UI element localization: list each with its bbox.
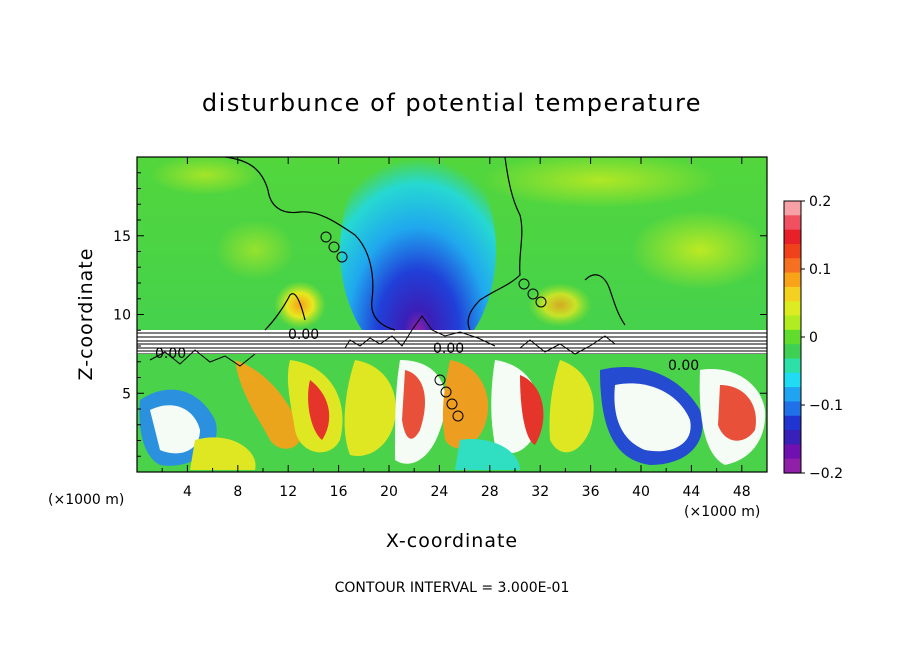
colorbar-tick-label: 0.2 <box>809 194 831 210</box>
colorbar-swatch <box>784 444 801 460</box>
x-tick-label: 32 <box>531 484 549 500</box>
colorbar-swatch <box>784 387 801 403</box>
x-unit-label: (×1000 m) <box>684 504 760 520</box>
contour-label: 0.00 <box>433 341 464 357</box>
colorbar-swatch <box>784 315 801 331</box>
y-tick-label: 10 <box>113 308 131 324</box>
colorbar-swatch <box>784 372 801 388</box>
y-unit-label: (×1000 m) <box>48 492 124 508</box>
colorbar-swatch <box>784 301 801 317</box>
colorbar-swatch <box>784 286 801 302</box>
y-axis: 5 10 15 <box>113 172 767 457</box>
colorbar-swatch <box>784 415 801 431</box>
contour-label: 0.00 <box>668 358 699 374</box>
colorbar-swatch <box>784 329 801 345</box>
colorbar-ticks: 0.2 0.1 0 −0.1 −0.2 <box>801 194 843 482</box>
x-tick-label: 4 <box>183 484 192 500</box>
y-axis-title: Z-coordinate <box>75 248 97 381</box>
colorbar-swatch <box>784 458 801 474</box>
x-tick-label: 36 <box>582 484 600 500</box>
colorbar-swatch <box>784 229 801 245</box>
x-tick-label: 20 <box>380 484 398 500</box>
x-axis-title: X-coordinate <box>386 530 518 552</box>
colorbar-tick-label: −0.2 <box>809 466 843 482</box>
colorbar-tick-label: 0.1 <box>809 262 831 278</box>
plot-field <box>137 157 767 472</box>
x-tick-label: 8 <box>233 484 242 500</box>
x-tick-label: 16 <box>330 484 348 500</box>
x-tick-label: 40 <box>632 484 650 500</box>
contour-label: 0.00 <box>155 346 186 362</box>
colorbar-swatch <box>784 215 801 231</box>
x-tick-label: 28 <box>481 484 499 500</box>
x-tick-label: 12 <box>279 484 297 500</box>
x-tick-label: 44 <box>682 484 700 500</box>
contour-label: 0.00 <box>288 327 319 343</box>
chart-title: disturbunce of potential temperature <box>202 89 702 117</box>
colorbar-swatch <box>784 201 801 216</box>
colorbar-swatch <box>784 344 801 360</box>
colorbar <box>784 201 801 474</box>
x-axis: 4 8 12 16 20 24 28 32 36 40 44 48 <box>161 157 751 500</box>
x-tick-label: 24 <box>430 484 448 500</box>
colorbar-swatch <box>784 258 801 274</box>
colorbar-tick-label: 0 <box>809 330 818 346</box>
colorbar-tick-label: −0.1 <box>809 398 843 414</box>
colorbar-swatch <box>784 272 801 288</box>
y-tick-label: 15 <box>113 229 131 245</box>
colorbar-swatch <box>784 401 801 417</box>
colorbar-swatch <box>784 430 801 445</box>
x-tick-label: 48 <box>733 484 751 500</box>
colorbar-swatch <box>784 243 801 259</box>
colorbar-swatch <box>784 358 801 374</box>
contour-interval: CONTOUR INTERVAL = 3.000E-01 <box>335 580 570 596</box>
y-tick-label: 5 <box>122 386 131 402</box>
